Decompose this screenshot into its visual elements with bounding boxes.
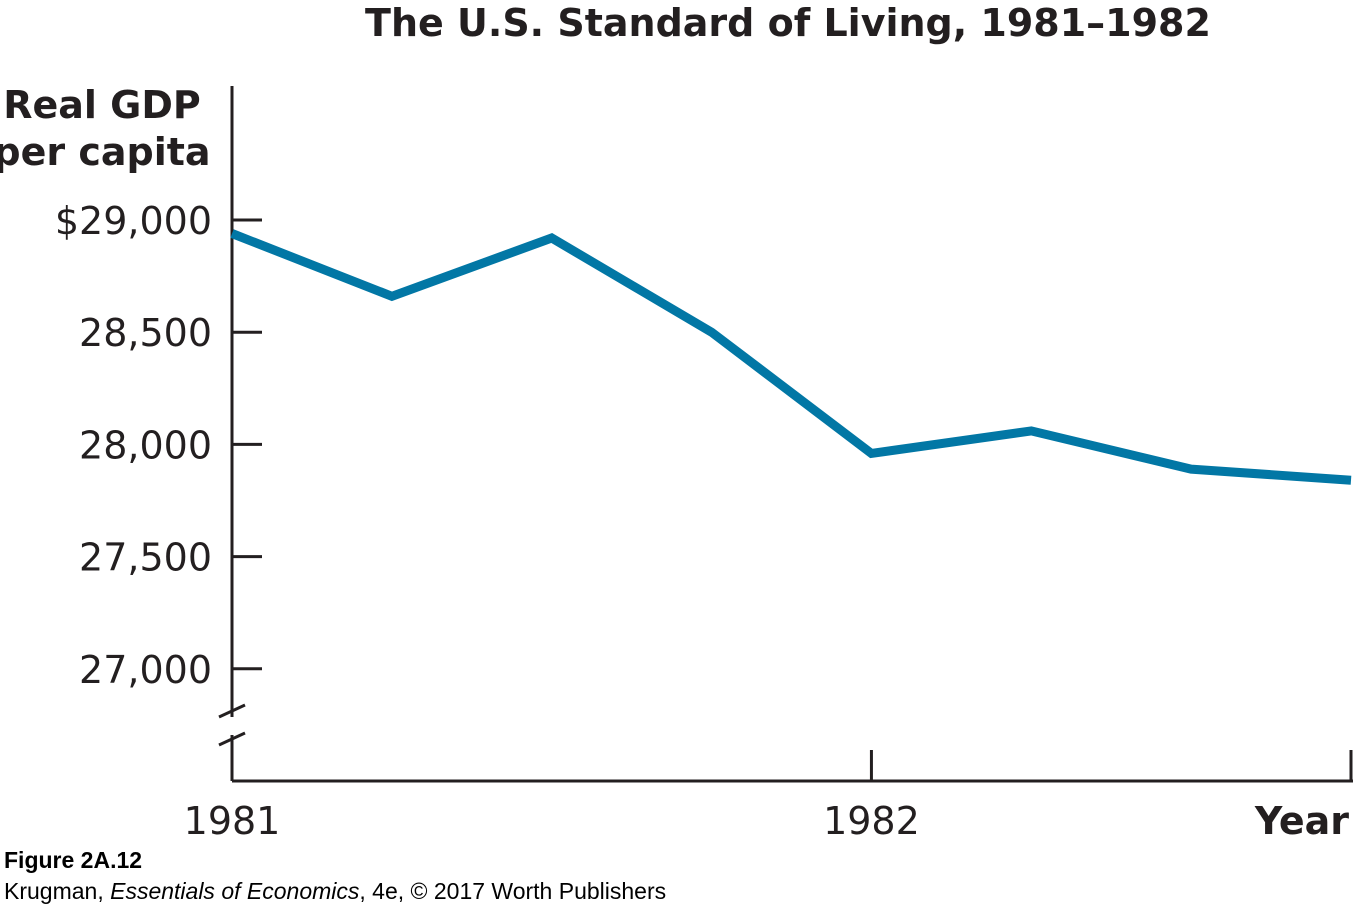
y-tick-label: 28,000 xyxy=(79,423,212,467)
x-axis-label: Year xyxy=(1254,799,1349,843)
y-tick-label: 27,000 xyxy=(79,648,212,692)
y-tick-label: 28,500 xyxy=(79,311,212,355)
x-ticks: 1981 1982 xyxy=(184,750,1353,843)
y-tick-label: $29,000 xyxy=(55,199,212,243)
figure-credit: Krugman, Essentials of Economics, 4e, © … xyxy=(4,878,1344,905)
x-tick-label: 1981 xyxy=(184,799,281,843)
chart-title: The U.S. Standard of Living, 1981–1982 xyxy=(365,1,1211,45)
y-ticks: $29,000 28,500 28,000 27,500 27,000 xyxy=(55,199,262,692)
credit-rest: , 4e, © 2017 Worth Publishers xyxy=(359,878,667,904)
y-axis-break-mark-upper xyxy=(218,703,246,719)
series-line xyxy=(230,229,1352,485)
credit-author: Krugman, xyxy=(4,878,111,904)
y-tick-label: 27,500 xyxy=(79,536,212,580)
data-series xyxy=(230,229,1352,485)
line-chart: The U.S. Standard of Living, 1981–1982 R… xyxy=(0,1,1353,843)
y-axis-label-line-1: Real GDP xyxy=(3,83,201,127)
y-axis-label-line-2: per capita xyxy=(0,130,211,174)
y-axis-break-mark-lower xyxy=(218,731,246,747)
x-tick-label: 1982 xyxy=(823,799,920,843)
figure-number: Figure 2A.12 xyxy=(4,847,143,873)
credit-book-title: Essentials of Economics xyxy=(110,878,360,904)
